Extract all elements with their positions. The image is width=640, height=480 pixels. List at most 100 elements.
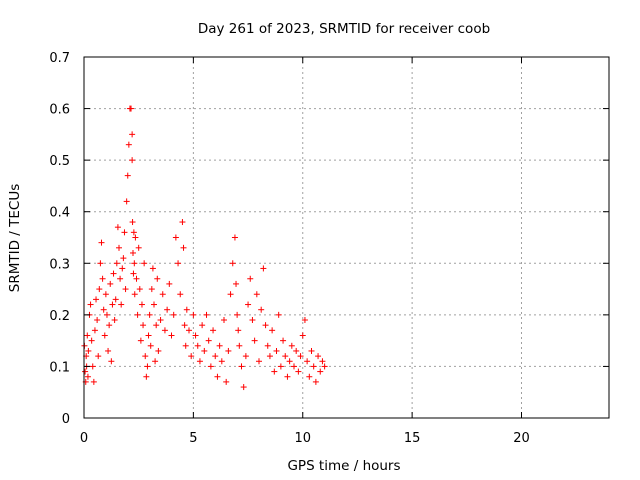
data-point [157, 317, 164, 324]
y-tick-label: 0.7 [49, 51, 70, 66]
data-point [308, 347, 315, 354]
data-point [98, 239, 105, 246]
data-point [306, 373, 313, 380]
data-point [159, 291, 166, 298]
data-point [119, 265, 126, 272]
data-point [273, 347, 280, 354]
data-point [301, 317, 308, 324]
data-point [123, 198, 130, 205]
data-point [96, 286, 103, 293]
data-point [245, 301, 252, 308]
data-point [216, 342, 223, 349]
data-point [120, 255, 127, 262]
data-point [94, 317, 101, 324]
data-point [168, 332, 175, 339]
data-point [99, 275, 106, 282]
data-point [148, 286, 155, 293]
data-point [161, 327, 168, 334]
data-point [146, 311, 153, 318]
data-point [180, 244, 187, 251]
x-tick-label: 15 [404, 431, 421, 446]
y-tick-label: 0.6 [49, 103, 70, 118]
data-point [147, 342, 154, 349]
data-point [152, 358, 159, 365]
data-point [82, 368, 89, 375]
y-tick-label: 0.2 [49, 309, 70, 324]
data-point [214, 373, 221, 380]
data-point [122, 286, 129, 293]
data-point [319, 358, 326, 365]
data-point [91, 327, 98, 334]
data-point [118, 301, 125, 308]
data-point [144, 363, 151, 370]
data-point [247, 275, 254, 282]
data-point [124, 172, 131, 179]
data-point [145, 332, 152, 339]
data-point [102, 291, 109, 298]
data-point [249, 317, 256, 324]
data-point [111, 317, 118, 324]
data-point [138, 301, 145, 308]
y-tick-label: 0 [62, 412, 70, 427]
data-point [286, 358, 293, 365]
data-point [108, 358, 115, 365]
data-point [218, 358, 225, 365]
data-point [125, 141, 132, 148]
data-point [143, 373, 150, 380]
data-point [262, 322, 269, 329]
data-point [304, 358, 311, 365]
data-point [155, 347, 162, 354]
data-point [199, 322, 206, 329]
data-point [129, 219, 136, 226]
data-point [277, 363, 284, 370]
data-point [84, 373, 91, 380]
data-point [153, 322, 160, 329]
data-point [201, 347, 208, 354]
data-point [183, 306, 190, 313]
data-point [312, 378, 319, 385]
data-point [253, 291, 260, 298]
data-point [100, 306, 107, 313]
data-point [113, 260, 120, 267]
data-point [131, 291, 138, 298]
data-point [240, 384, 247, 391]
x-tick-label: 10 [294, 431, 311, 446]
data-point [105, 347, 112, 354]
data-point [223, 378, 230, 385]
data-point [93, 296, 100, 303]
y-tick-label: 0.4 [49, 206, 70, 221]
data-point [291, 363, 297, 370]
data-point [271, 368, 278, 375]
y-tick-label: 0.5 [49, 154, 70, 169]
data-point [129, 131, 136, 138]
data-point [95, 353, 102, 360]
data-point [207, 363, 214, 370]
data-point [280, 337, 287, 344]
x-tick-label: 5 [189, 431, 197, 446]
data-point [177, 291, 184, 298]
y-tick-label: 0.1 [49, 360, 70, 375]
data-point [85, 347, 92, 354]
data-point [182, 342, 189, 349]
data-point [107, 280, 114, 287]
data-point [242, 353, 249, 360]
data-point [109, 301, 116, 308]
data-point [103, 311, 110, 318]
data-point [194, 342, 201, 349]
data-point [114, 224, 121, 231]
data-point [106, 322, 113, 329]
data-point [84, 332, 91, 339]
x-tick-label: 0 [80, 431, 88, 446]
ticks-layer: 0 0.1 0.2 0.3 0.4 0.5 0.6 0.7 0 5 10 15 20 [49, 51, 609, 446]
data-point [166, 280, 173, 287]
data-point [192, 332, 199, 339]
points-layer [81, 105, 328, 391]
data-point [116, 244, 122, 251]
x-axis-label: GPS time / hours [287, 458, 400, 474]
data-point [190, 311, 197, 318]
data-point [135, 244, 142, 251]
x-tick-label: 20 [513, 431, 530, 446]
data-point [288, 342, 295, 349]
data-point [130, 270, 137, 277]
